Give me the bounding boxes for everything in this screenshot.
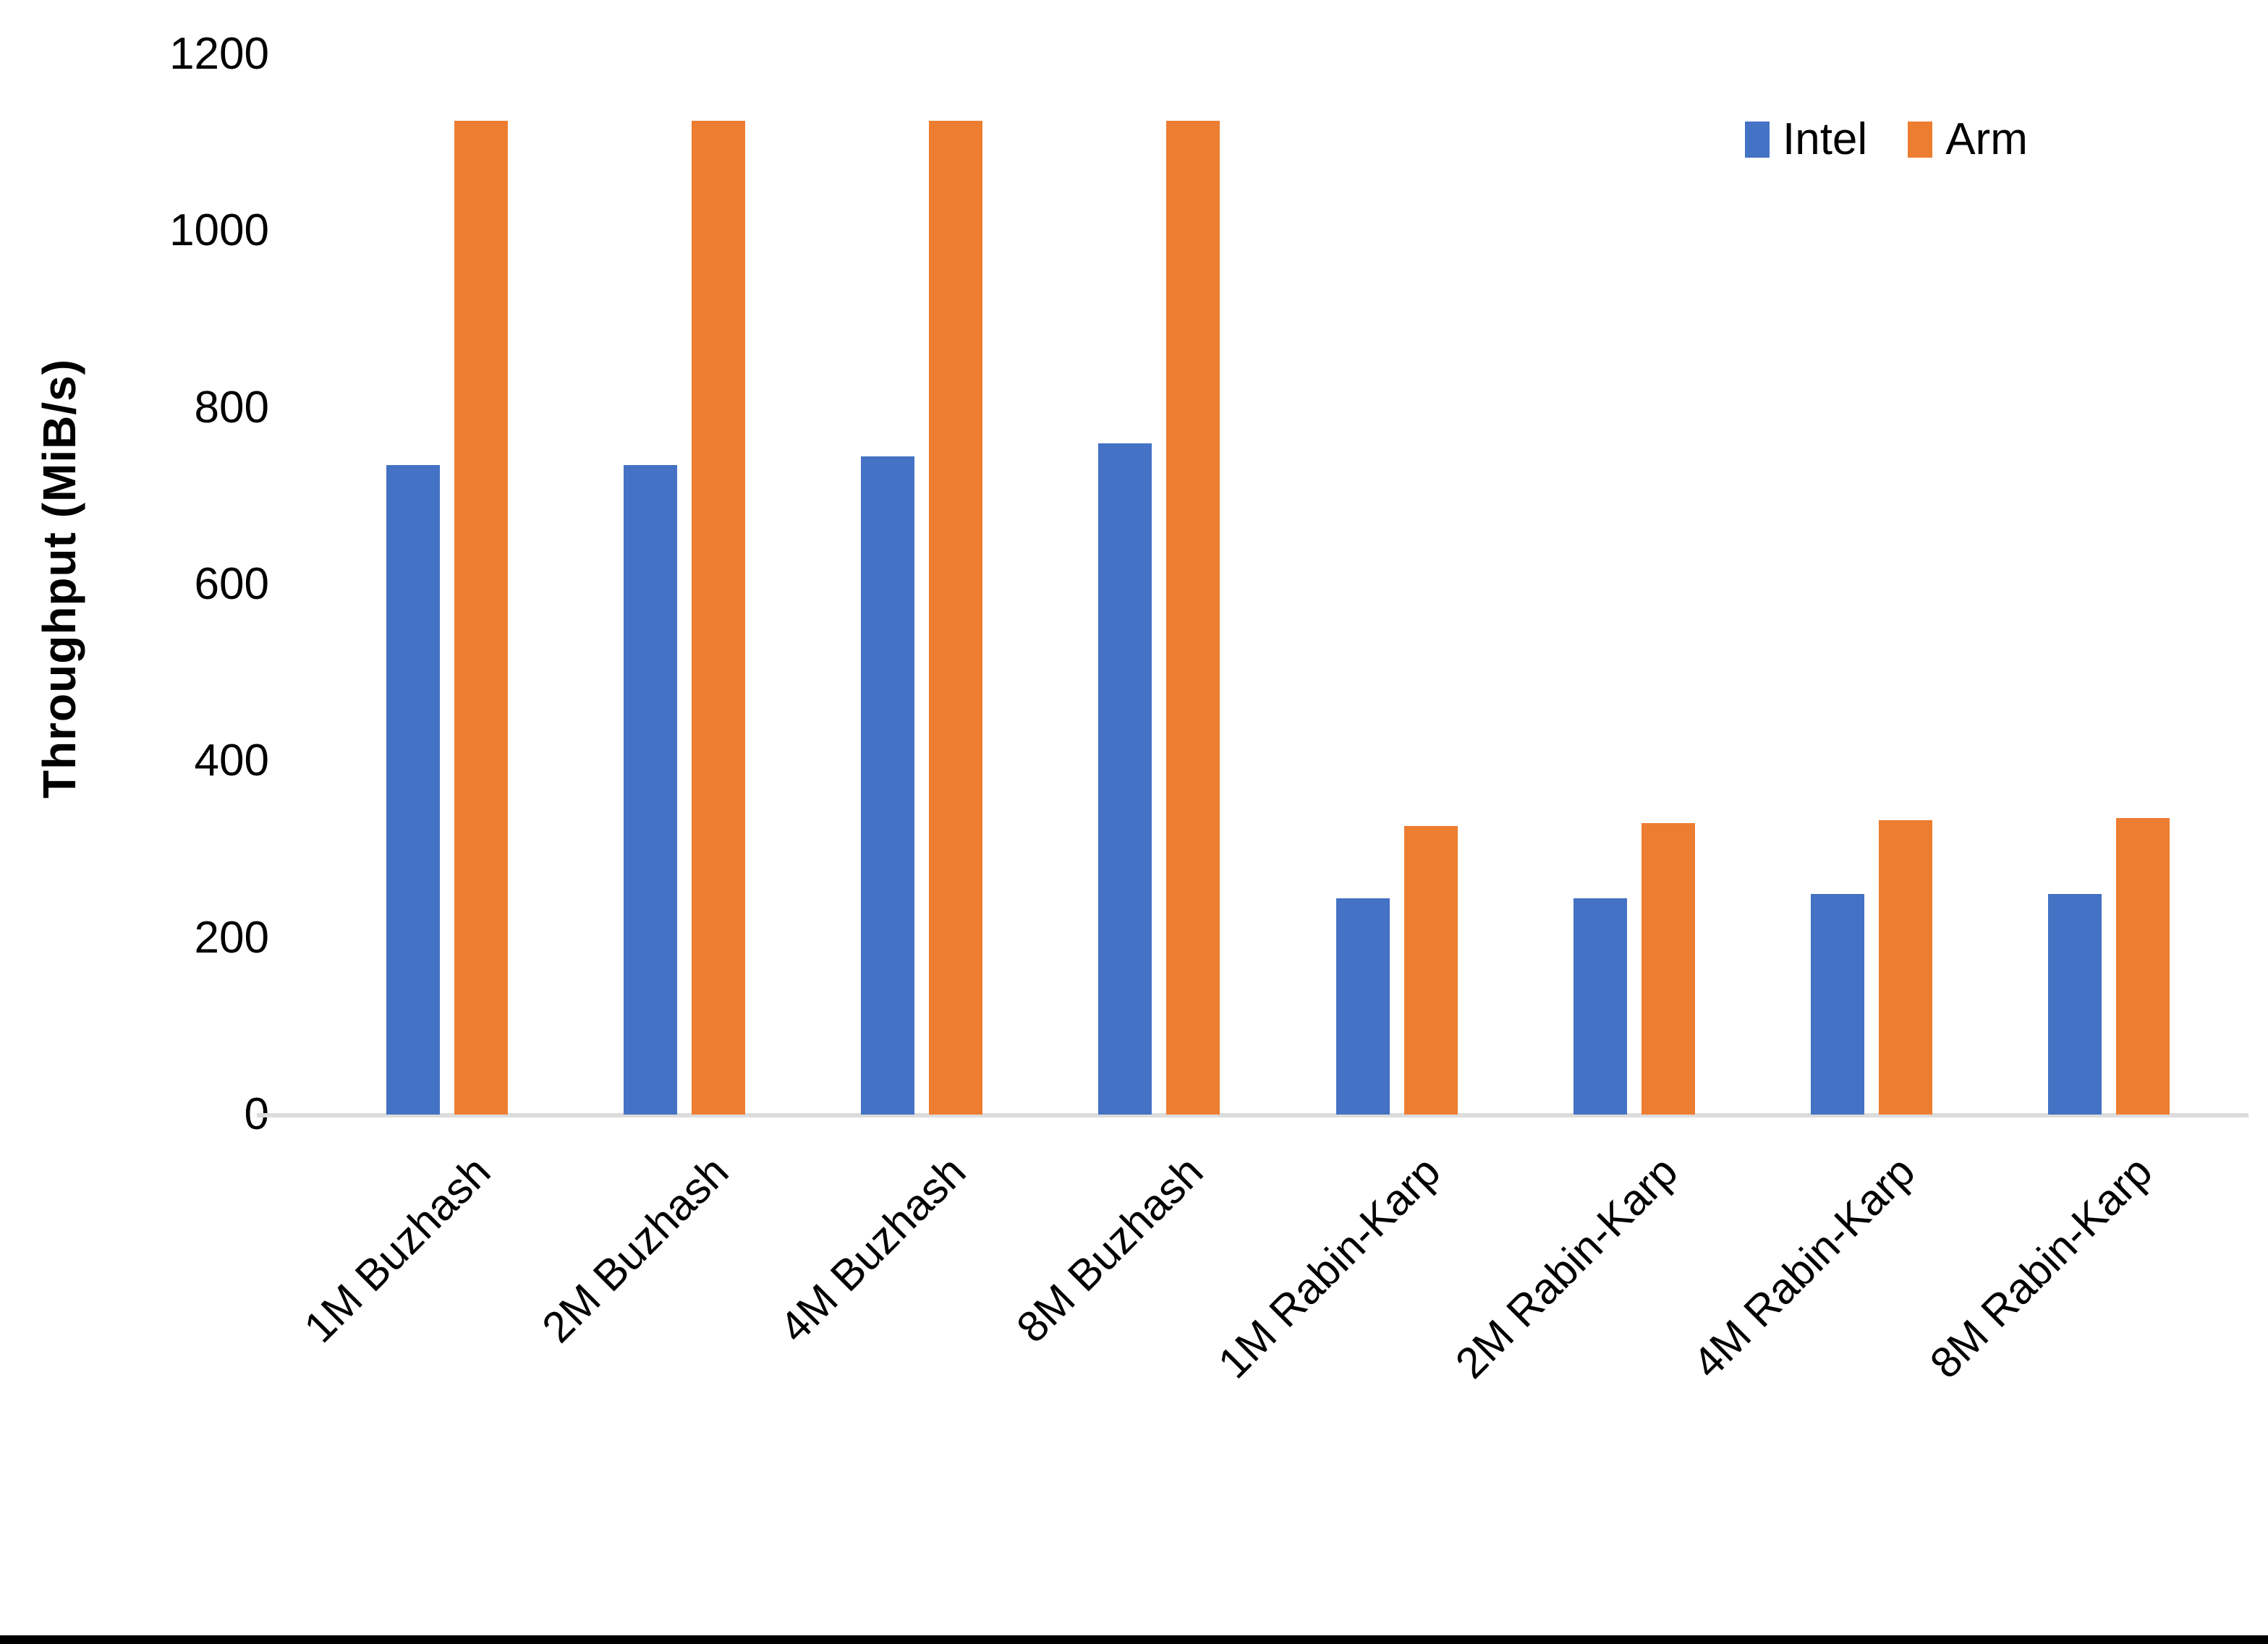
bar-arm [929,120,983,1115]
legend-item-intel: Intel [1745,117,1867,162]
legend-label: Arm [1945,114,2028,164]
bar-arm [1878,820,1932,1115]
bar-intel [386,465,440,1115]
x-category-label: 4M Buzhash [770,1146,975,1352]
x-category-label: 8M Buzhash [1007,1146,1212,1352]
y-tick-label: 1000 [169,205,269,256]
bar-intel [624,465,678,1115]
x-category-label: 1M Buzhash [294,1146,501,1352]
bar-arm [2115,817,2170,1115]
bar-intel [1335,898,1390,1115]
legend-item-arm: Arm [1908,117,2028,162]
y-tick-label: 600 [194,559,269,609]
legend-swatch-icon [1745,122,1770,158]
legend-label: Intel [1783,114,1868,164]
x-category-label: 2M Rabin-Karp [1446,1146,1687,1388]
x-axis-line [257,1113,2248,1117]
legend-swatch-icon [1908,122,1933,158]
y-tick-label: 200 [194,912,269,963]
bar-intel [861,456,915,1115]
bottom-border [0,1635,2268,1644]
bar-intel [1573,898,1627,1115]
bar-arm [1166,120,1220,1115]
y-tick-label: 1200 [169,29,269,79]
bar-intel [1098,443,1152,1115]
y-tick-label: 0 [0,1089,269,1141]
bar-arm [1403,825,1458,1115]
bar-intel [1810,893,1864,1115]
x-category-label: 1M Rabin-Karp [1208,1146,1450,1388]
x-category-label: 8M Rabin-Karp [1921,1146,2162,1388]
bar-arm [454,120,508,1115]
bar-arm [692,120,746,1115]
x-category-label: 4M Rabin-Karp [1683,1146,1924,1388]
bar-arm [1641,822,1695,1115]
y-tick-label: 400 [194,736,269,786]
y-tick-label: 800 [194,382,269,433]
x-category-label: 2M Buzhash [532,1146,738,1352]
bar-intel [2047,893,2102,1115]
legend: Intel Arm [1745,117,2028,162]
